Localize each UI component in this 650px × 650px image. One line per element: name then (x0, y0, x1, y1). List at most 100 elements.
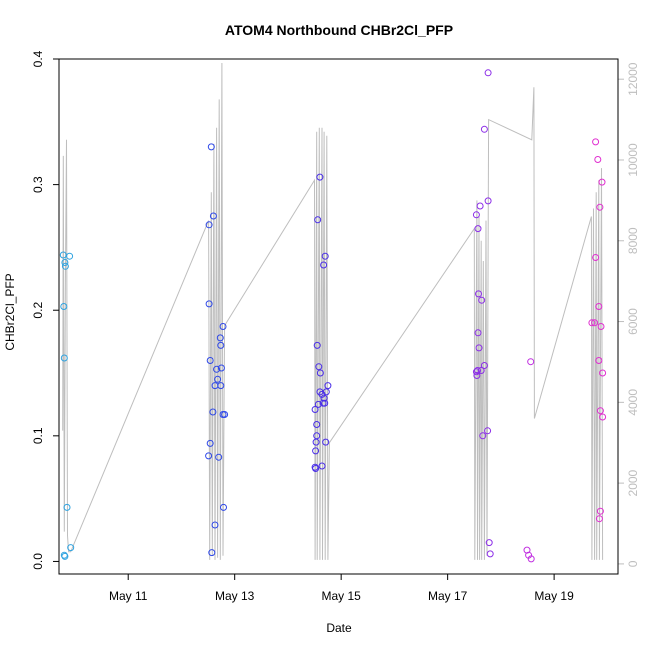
data-point (208, 549, 216, 557)
data-point (316, 173, 324, 181)
y2-tick-label: 0 (626, 560, 640, 567)
data-point (206, 357, 214, 364)
data-point (474, 329, 482, 337)
data-point (320, 394, 328, 402)
data-point (595, 303, 603, 310)
data-point (324, 382, 332, 390)
data-point (485, 539, 493, 547)
data-point (314, 400, 322, 408)
data-point (595, 515, 603, 523)
chart-title: ATOM4 Northbound CHBr2Cl_PFP (225, 22, 453, 38)
y2-tick-label: 6000 (626, 308, 640, 335)
data-point (61, 259, 69, 266)
y-axis-label: CHBr2Cl_PFP (3, 273, 17, 350)
data-point (209, 408, 217, 416)
y-tick-label: 0.2 (31, 302, 45, 319)
data-point (219, 323, 227, 330)
data-point (486, 550, 494, 558)
data-point (480, 362, 488, 369)
data-point (217, 341, 225, 349)
data-point (594, 156, 602, 163)
data-point (60, 303, 68, 310)
data-point (475, 344, 483, 352)
data-point (592, 254, 600, 261)
data-point (599, 413, 607, 421)
y-tick-label: 0.1 (31, 427, 45, 444)
y2-tick-label: 2000 (626, 469, 640, 496)
data-point (214, 375, 222, 383)
data-point (220, 503, 227, 511)
data-point (312, 465, 320, 472)
data-point (312, 447, 320, 455)
data-point (66, 252, 74, 260)
data-point (61, 552, 69, 560)
data-point (311, 406, 319, 413)
data-point (598, 178, 606, 186)
data-point (67, 544, 75, 552)
data-point (474, 367, 481, 374)
data-point (480, 125, 488, 133)
axes-layer: May 11 May 13 May 15 May 17 May 19 0.0 0.1 0.2 0… (31, 50, 640, 603)
data-point (320, 261, 328, 269)
data-point (63, 503, 71, 511)
data-point (596, 507, 604, 515)
y-tick-label: 0.4 (31, 50, 45, 67)
data-point (318, 390, 326, 398)
data-point (527, 358, 535, 366)
data-point (61, 262, 69, 270)
data-point (474, 225, 482, 233)
data-point (315, 363, 323, 371)
data-point (595, 357, 603, 364)
data-point (205, 452, 213, 460)
data-point (596, 203, 604, 211)
data-point (322, 438, 330, 446)
y-tick-label: 0.3 (31, 176, 45, 193)
data-point (527, 555, 535, 563)
data-point (484, 69, 492, 77)
data-point (592, 138, 600, 146)
data-point (314, 216, 322, 224)
data-point (478, 296, 486, 304)
data-point (205, 221, 213, 229)
data-point (318, 462, 326, 470)
data-point (213, 365, 221, 373)
altitude-line-layer (62, 62, 604, 560)
data-point (316, 369, 324, 377)
data-point (313, 421, 321, 428)
data-point (59, 251, 67, 259)
data-point (477, 367, 485, 374)
data-point (484, 197, 492, 205)
data-point (479, 432, 487, 440)
x-tick-label: May 13 (215, 589, 255, 603)
data-point (596, 407, 604, 415)
plot-box (58, 58, 619, 575)
x-tick-label: May 19 (534, 589, 574, 603)
data-point (591, 319, 599, 327)
data-point (472, 368, 480, 376)
data-point (321, 399, 329, 407)
data-point (472, 211, 480, 219)
data-point (312, 438, 320, 446)
data-point (313, 341, 321, 349)
y2-tick-label: 8000 (626, 227, 640, 254)
data-point (217, 364, 225, 372)
y2-tick-label: 12000 (626, 62, 640, 96)
data-point (216, 334, 224, 342)
data-point (60, 354, 68, 362)
data-point (484, 427, 492, 435)
x-axis-label: Date (326, 621, 352, 635)
data-point (217, 382, 225, 390)
data-point (206, 439, 214, 447)
data-point (207, 143, 215, 151)
x-tick-label: May 15 (321, 589, 361, 603)
data-point (473, 372, 481, 379)
data-point (215, 453, 223, 461)
data-point (211, 521, 219, 529)
data-point (221, 411, 229, 418)
y2-tick-label: 4000 (626, 389, 640, 416)
data-point (599, 369, 607, 377)
data-points-layer (59, 69, 607, 563)
data-point (321, 252, 329, 260)
altitude-line (62, 62, 604, 560)
